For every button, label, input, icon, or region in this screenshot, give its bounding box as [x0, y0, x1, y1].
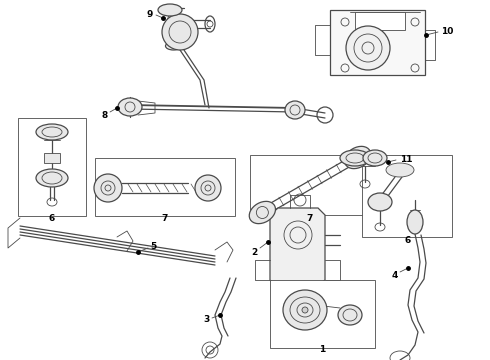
- Ellipse shape: [386, 163, 414, 177]
- Bar: [44, 153, 60, 163]
- Text: 7: 7: [307, 213, 313, 222]
- Text: 3: 3: [204, 315, 210, 324]
- Circle shape: [302, 307, 308, 313]
- Bar: [95, 158, 235, 216]
- Ellipse shape: [368, 193, 392, 211]
- Text: 2: 2: [252, 248, 258, 257]
- Bar: [18, 118, 86, 216]
- Text: 6: 6: [405, 235, 411, 244]
- Ellipse shape: [158, 4, 182, 16]
- Ellipse shape: [338, 305, 362, 325]
- Ellipse shape: [285, 101, 305, 119]
- Ellipse shape: [36, 169, 68, 187]
- Ellipse shape: [195, 175, 221, 201]
- Text: 9: 9: [147, 9, 153, 18]
- Ellipse shape: [162, 14, 198, 50]
- Ellipse shape: [36, 124, 68, 140]
- Bar: [330, 10, 425, 75]
- Bar: [362, 155, 452, 237]
- Text: 6: 6: [49, 213, 55, 222]
- Ellipse shape: [249, 201, 275, 224]
- Ellipse shape: [94, 174, 122, 202]
- Bar: [355, 12, 405, 30]
- Ellipse shape: [283, 290, 327, 330]
- Text: 1: 1: [319, 346, 325, 355]
- Ellipse shape: [407, 210, 423, 234]
- Text: 8: 8: [102, 111, 108, 120]
- Ellipse shape: [166, 42, 181, 50]
- Text: 11: 11: [400, 154, 413, 163]
- Bar: [270, 280, 375, 348]
- Text: 10: 10: [441, 27, 453, 36]
- Ellipse shape: [118, 98, 142, 116]
- Circle shape: [346, 26, 390, 70]
- Ellipse shape: [363, 150, 387, 166]
- Text: 7: 7: [162, 213, 168, 222]
- Text: 4: 4: [392, 270, 398, 279]
- Polygon shape: [270, 208, 325, 288]
- Ellipse shape: [340, 150, 370, 166]
- Polygon shape: [250, 155, 370, 215]
- Ellipse shape: [344, 147, 371, 168]
- Text: 5: 5: [150, 242, 156, 251]
